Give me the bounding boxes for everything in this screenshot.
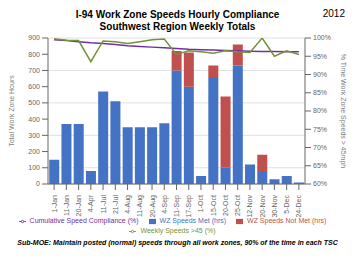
html-text:Sub-MOE: Maintain posted (norm: Sub-MOE: Maintain posted (normal) speeds… bbox=[17, 239, 338, 246]
svg-text:400: 400 bbox=[28, 116, 40, 123]
html-text:WZ Speeds Not Met (hrs): WZ Speeds Not Met (hrs) bbox=[247, 217, 327, 224]
svg-text:11-Jul: 11-Jul bbox=[100, 195, 107, 214]
svg-text:17-Sep: 17-Sep bbox=[185, 195, 193, 218]
svg-text:60%: 60% bbox=[313, 180, 327, 187]
svg-text:4-Aug: 4-Aug bbox=[124, 195, 132, 214]
svg-text:24-Dec: 24-Dec bbox=[295, 195, 302, 218]
svg-text:75%: 75% bbox=[313, 126, 327, 133]
svg-text:900: 900 bbox=[28, 34, 40, 41]
svg-text:11-Aug: 11-Aug bbox=[136, 195, 144, 217]
svg-text:1-Oct: 1-Oct bbox=[197, 195, 204, 212]
svg-text:95%: 95% bbox=[313, 53, 327, 60]
svg-text:20-Aug: 20-Aug bbox=[149, 195, 157, 218]
html-text:Weekly Speeds >45 (%): Weekly Speeds >45 (%) bbox=[140, 227, 216, 234]
svg-text:100: 100 bbox=[28, 164, 40, 171]
svg-text:15-Oct: 15-Oct bbox=[210, 195, 217, 216]
svg-text:11-Jan: 11-Jan bbox=[63, 195, 70, 216]
svg-text:4-Apr: 4-Apr bbox=[87, 194, 95, 212]
svg-text:600: 600 bbox=[28, 83, 40, 90]
html-text:WZ Speeds Met (hrs): WZ Speeds Met (hrs) bbox=[159, 217, 226, 224]
svg-text:20-Jan: 20-Jan bbox=[75, 195, 82, 217]
svg-text:30-Nov: 30-Nov bbox=[271, 195, 278, 218]
svg-text:4-Sep: 4-Sep bbox=[161, 195, 169, 214]
svg-text:21-Jul: 21-Jul bbox=[112, 195, 119, 215]
html-text:I-94 Work Zone Speeds Hourly C: I-94 Work Zone Speeds Hourly Compliance bbox=[75, 9, 280, 20]
html-text:Cumulative Speed Compliance (%: Cumulative Speed Compliance (%) bbox=[29, 217, 139, 224]
svg-text:25-Oct: 25-Oct bbox=[234, 195, 241, 216]
svg-text:1-Jan: 1-Jan bbox=[51, 195, 58, 213]
svg-text:700: 700 bbox=[28, 67, 40, 74]
svg-text:800: 800 bbox=[28, 51, 40, 58]
svg-text:70%: 70% bbox=[313, 144, 327, 151]
html-text:Southwest Region Weekly Totals: Southwest Region Weekly Totals bbox=[99, 21, 256, 32]
svg-text:65%: 65% bbox=[313, 162, 327, 169]
svg-text:200: 200 bbox=[28, 148, 40, 155]
svg-text:12-Nov: 12-Nov bbox=[246, 195, 253, 218]
svg-text:% Time Work Zone Speeds > 45mp: % Time Work Zone Speeds > 45mph bbox=[339, 54, 347, 169]
svg-text:20-Oct: 20-Oct bbox=[222, 195, 229, 216]
svg-text:20-Nov: 20-Nov bbox=[259, 195, 266, 218]
html-text:2012: 2012 bbox=[322, 8, 345, 19]
svg-text:90%: 90% bbox=[313, 71, 327, 78]
svg-text:0: 0 bbox=[36, 180, 40, 187]
svg-text:11-Sep: 11-Sep bbox=[173, 195, 181, 217]
svg-text:300: 300 bbox=[28, 132, 40, 139]
svg-text:80%: 80% bbox=[313, 107, 327, 114]
svg-text:85%: 85% bbox=[313, 89, 327, 96]
svg-text:100%: 100% bbox=[313, 34, 331, 41]
svg-text:Total Work Zone Hours: Total Work Zone Hours bbox=[8, 75, 15, 147]
svg-text:500: 500 bbox=[28, 99, 40, 106]
svg-text:5-Dec: 5-Dec bbox=[283, 195, 290, 214]
